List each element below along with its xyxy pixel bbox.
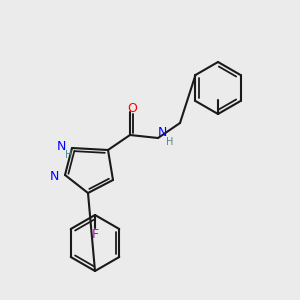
Text: N: N — [56, 140, 66, 152]
Text: N: N — [49, 169, 59, 182]
Text: F: F — [92, 229, 99, 242]
Text: O: O — [127, 103, 137, 116]
Text: H: H — [166, 137, 174, 147]
Text: N: N — [157, 127, 167, 140]
Text: H: H — [65, 150, 73, 160]
